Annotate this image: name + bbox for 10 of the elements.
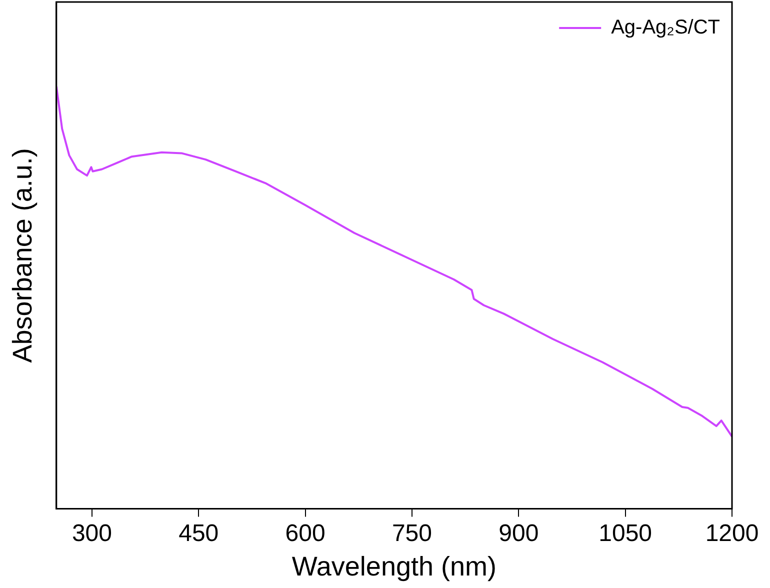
legend-label: Ag-Ag₂S/CT [611, 16, 720, 39]
x-tick-label: 750 [392, 520, 432, 547]
x-axis-title: Wavelength (nm) [292, 551, 496, 582]
x-tick-label: 1200 [705, 520, 759, 547]
x-tick-label: 1050 [598, 520, 652, 547]
x-tick-label: 300 [72, 520, 112, 547]
y-axis-title: Absorbance (a.u.) [8, 148, 38, 363]
x-tick-label: 450 [178, 520, 219, 547]
x-tick-label: 900 [498, 520, 539, 547]
x-tick-label: 600 [285, 520, 326, 547]
